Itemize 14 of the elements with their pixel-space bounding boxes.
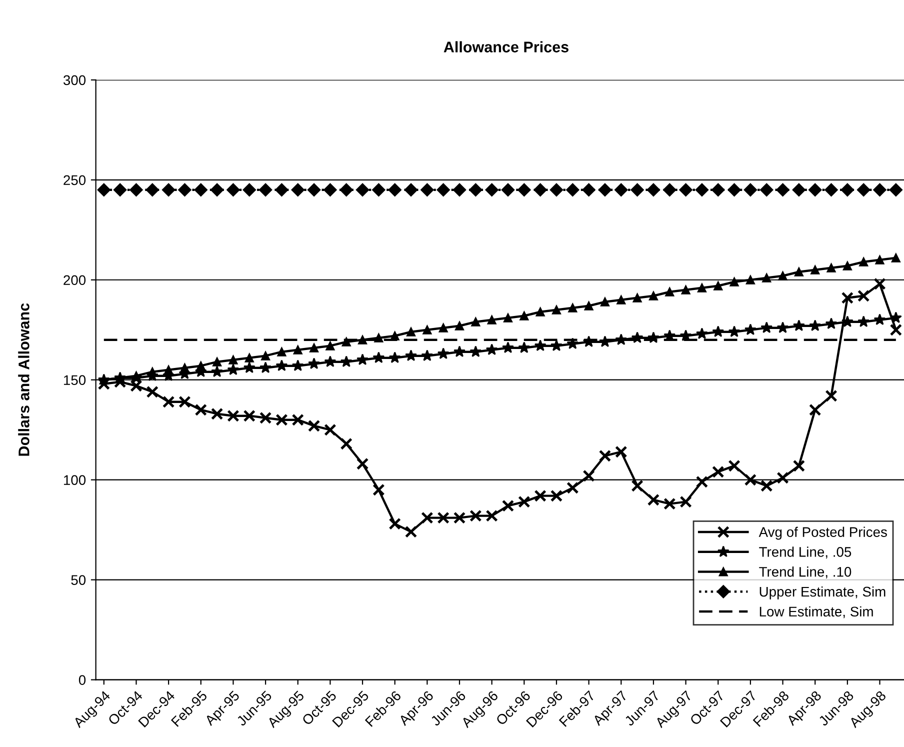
legend-label: Upper Estimate, Sim <box>760 586 886 600</box>
y-tick-label: 100 <box>64 475 86 485</box>
legend-label: Trend Line, .05 <box>759 546 852 559</box>
y-tick-label: 50 <box>71 575 86 585</box>
legend-label: Trend Line, .10 <box>759 566 852 578</box>
y-axis-title: Dollars and Allowanc <box>18 303 30 456</box>
legend-label: Low Estimate, Sim <box>760 606 873 618</box>
y-tick-label: 150 <box>64 375 86 386</box>
y-tick-label: 300 <box>63 75 86 86</box>
y-tick-label: 250 <box>64 175 86 186</box>
y-tick-label: 0 <box>78 675 86 685</box>
chart-title: Allowance Prices <box>444 41 568 52</box>
y-tick-label: 200 <box>64 275 86 286</box>
legend-label: Avg of Posted Prices <box>758 526 887 540</box>
